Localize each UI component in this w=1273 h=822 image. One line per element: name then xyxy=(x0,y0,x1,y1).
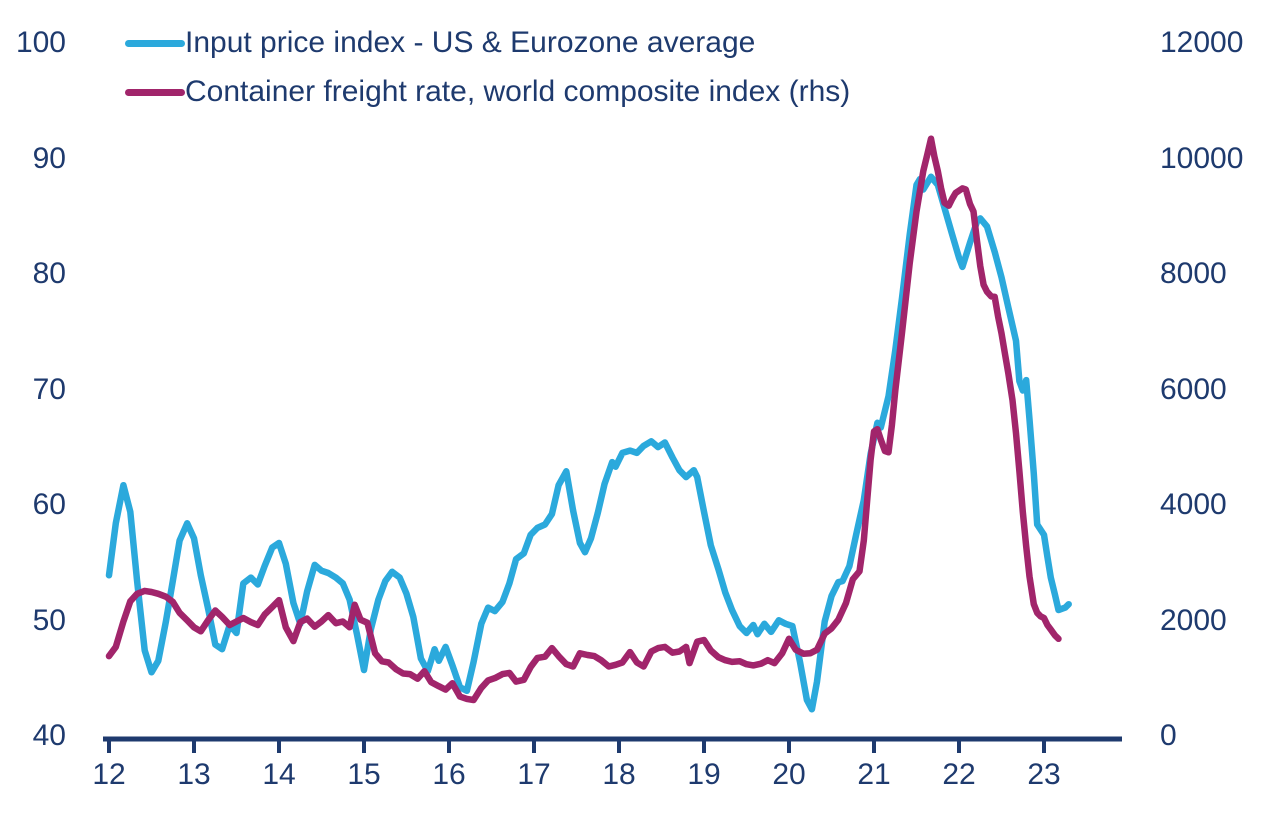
y-axis-right-tick-label: 10000 xyxy=(1160,141,1244,175)
y-axis-left-tick-label: 100 xyxy=(15,26,66,59)
x-axis-tick-label: 23 xyxy=(1027,758,1061,791)
y-axis-right-tick-label: 0 xyxy=(1160,719,1177,752)
legend-item-input-price: Input price index - US & Eurozone averag… xyxy=(125,26,850,60)
x-axis-tick-label: 18 xyxy=(602,758,636,791)
x-axis-tick-label: 16 xyxy=(432,758,466,791)
y-axis-left-tick-label: 40 xyxy=(32,719,66,752)
x-axis-tick-label: 22 xyxy=(942,758,976,791)
y-axis-right-tick-label: 6000 xyxy=(1160,372,1227,406)
y-axis-left-tick-label: 60 xyxy=(32,488,66,521)
x-axis-tick-label: 15 xyxy=(347,758,381,791)
y-axis-right-tick-label: 8000 xyxy=(1160,257,1227,290)
x-axis-tick-label: 20 xyxy=(772,758,806,791)
y-axis-right-tick-label: 2000 xyxy=(1160,603,1227,637)
input-price-line-swatch-icon xyxy=(125,39,185,47)
y-axis-right-tick-label: 4000 xyxy=(1160,488,1227,521)
freight-rate-line xyxy=(105,135,1062,704)
x-axis-tick-label: 21 xyxy=(857,758,891,791)
x-axis-tick-label: 12 xyxy=(92,758,126,791)
y-axis-right-tick-label: 12000 xyxy=(1160,26,1244,59)
x-axis-tick-label: 14 xyxy=(262,758,296,791)
input-price-line xyxy=(105,173,1072,713)
legend-label-freight-rate: Container freight rate, world composite … xyxy=(185,75,851,108)
y-axis-left-tick-label: 90 xyxy=(32,141,66,175)
x-axis-tick-label: 19 xyxy=(687,758,721,791)
legend: Input price index - US & Eurozone averag… xyxy=(125,26,850,124)
x-axis-tick-label: 13 xyxy=(177,758,211,791)
legend-label-input-price: Input price index - US & Eurozone averag… xyxy=(185,26,756,59)
y-axis-left-tick-label: 80 xyxy=(32,257,66,290)
y-axis-left-tick-label: 50 xyxy=(32,603,66,637)
x-axis-tick-label: 17 xyxy=(517,758,551,791)
y-axis-left-tick-label: 70 xyxy=(32,372,66,406)
legend-item-freight-rate: Container freight rate, world composite … xyxy=(125,75,850,109)
freight-rate-line-swatch-icon xyxy=(125,88,185,96)
